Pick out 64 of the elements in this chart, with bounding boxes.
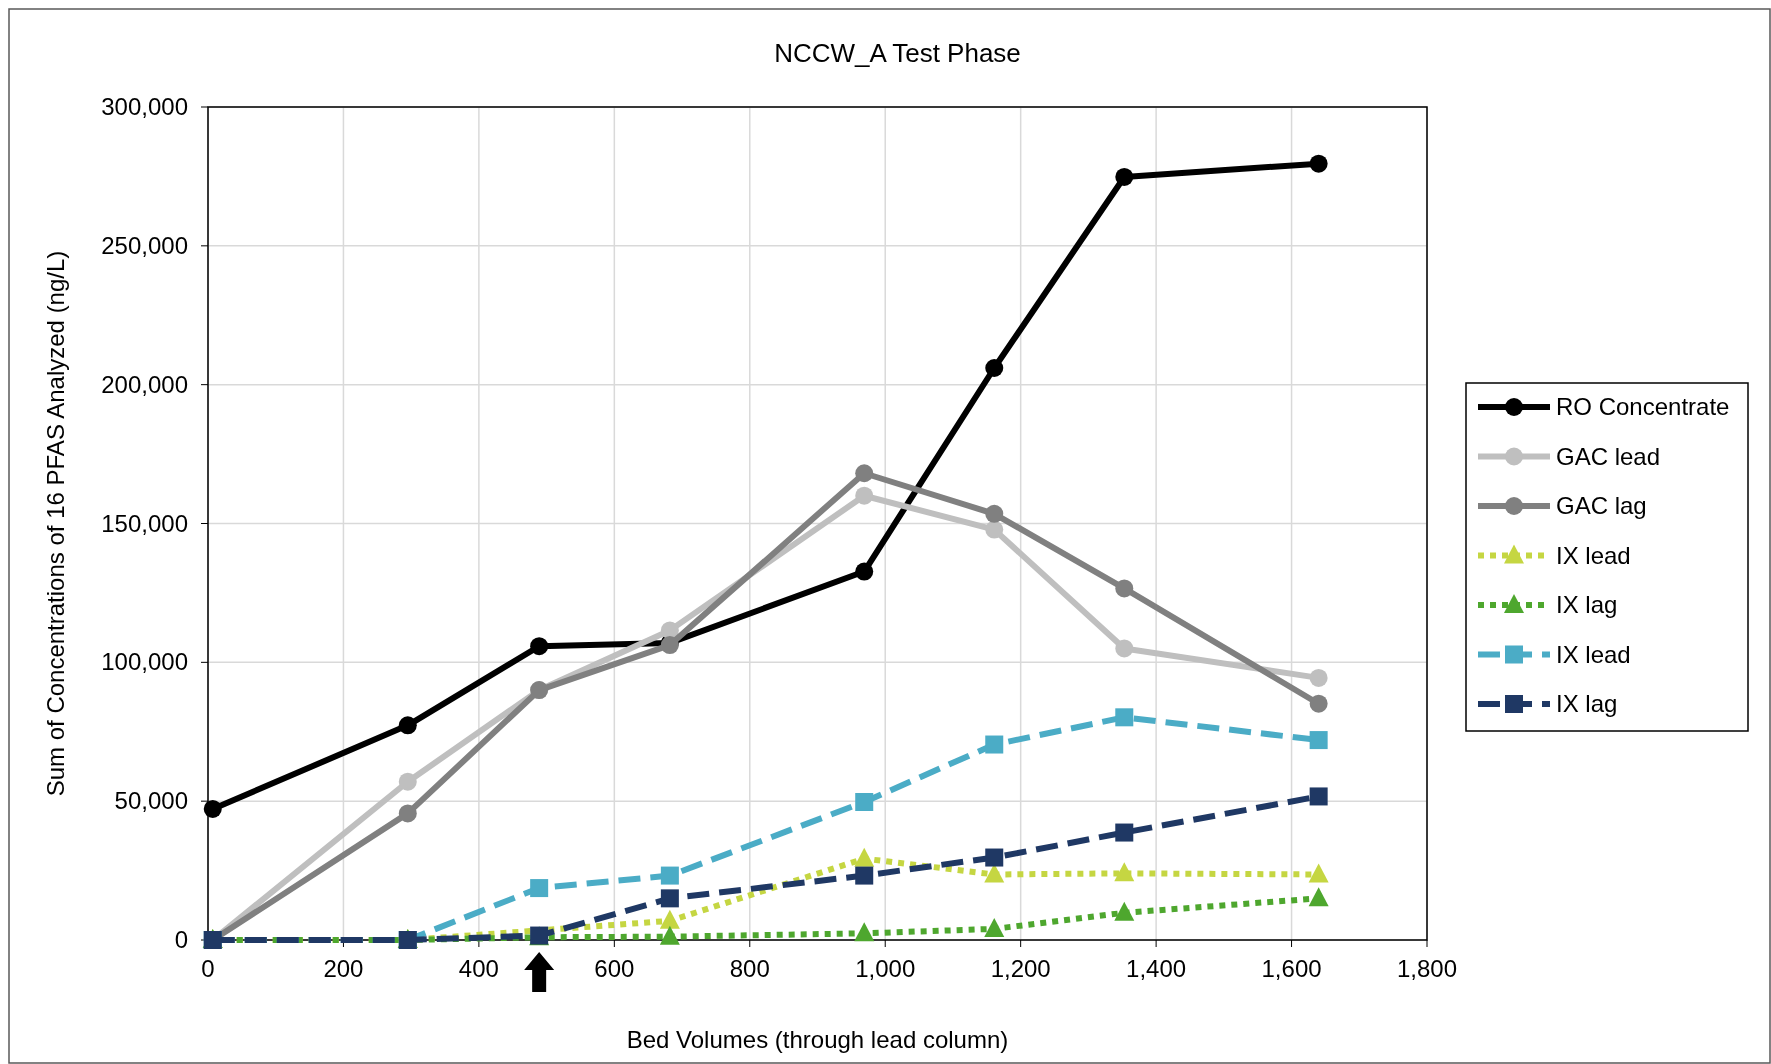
- point: [1115, 823, 1134, 842]
- point: [398, 716, 417, 735]
- point: [855, 793, 874, 811]
- point: [1309, 694, 1328, 713]
- y-tick-label: 200,000: [101, 370, 188, 398]
- x-tick-label: 1,600: [1261, 955, 1322, 982]
- legend-label: GAC lag: [1556, 492, 1647, 519]
- legend-label: IX lag: [1556, 690, 1618, 717]
- point: [855, 866, 874, 885]
- point: [985, 504, 1004, 523]
- point: [530, 879, 549, 898]
- point: [855, 464, 874, 483]
- point: [659, 909, 680, 929]
- y-axis-title: Sum of Concentrations of 16 PFAS Analyzed (ng/L): [42, 250, 69, 797]
- point: [530, 637, 549, 656]
- point: [1114, 901, 1135, 921]
- point: [1309, 668, 1328, 687]
- point: [1308, 863, 1329, 883]
- point: [1115, 708, 1134, 727]
- point: [985, 359, 1004, 378]
- x-tick-label: 1,400: [1126, 955, 1187, 982]
- x-tick-label: 400: [458, 955, 499, 982]
- x-tick-label: 1,800: [1396, 955, 1458, 982]
- point: [659, 925, 680, 945]
- chart-title: NCCW_A Test Phase: [774, 38, 1021, 68]
- point: [985, 735, 1004, 754]
- point: [1115, 579, 1134, 598]
- legend-label: RO Concentrate: [1556, 393, 1730, 420]
- x-axis-title: Bed Volumes (through lead column): [626, 1026, 1009, 1053]
- x-tick-label: 1,200: [990, 955, 1051, 982]
- x-tick-label: 1,000: [855, 955, 916, 982]
- point: [984, 917, 1005, 937]
- point: [1308, 887, 1329, 907]
- point: [1309, 154, 1328, 173]
- point: [1309, 787, 1328, 806]
- y-tick-label: 300,000: [101, 93, 188, 120]
- point: [203, 799, 222, 818]
- point: [855, 562, 874, 581]
- y-tick-label: 50,000: [114, 787, 188, 815]
- point: [985, 520, 1004, 539]
- legend-label: GAC lead: [1556, 442, 1661, 470]
- point: [1115, 639, 1134, 658]
- point: [985, 848, 1004, 867]
- legend-label: IX lead: [1556, 541, 1631, 569]
- point: [398, 804, 417, 823]
- x-tick-label: 0: [201, 955, 215, 982]
- x-tick-label: 200: [323, 955, 364, 982]
- point: [1115, 167, 1134, 186]
- y-tick-label: 150,000: [101, 509, 188, 537]
- x-tick-label: 800: [729, 955, 770, 982]
- point: [854, 922, 875, 942]
- point: [854, 847, 875, 867]
- x-tick-label: 600: [594, 955, 635, 982]
- y-tick-label: 0: [174, 926, 188, 953]
- y-tick-label: 100,000: [101, 648, 188, 676]
- point: [1114, 862, 1135, 882]
- point: [855, 486, 874, 505]
- legend-label: IX lead: [1556, 640, 1631, 668]
- y-tick-label: 250,000: [101, 231, 188, 259]
- point: [660, 866, 679, 885]
- legend-label: IX lag: [1556, 591, 1618, 618]
- point: [1309, 731, 1328, 750]
- point: [398, 772, 417, 791]
- point: [660, 889, 679, 908]
